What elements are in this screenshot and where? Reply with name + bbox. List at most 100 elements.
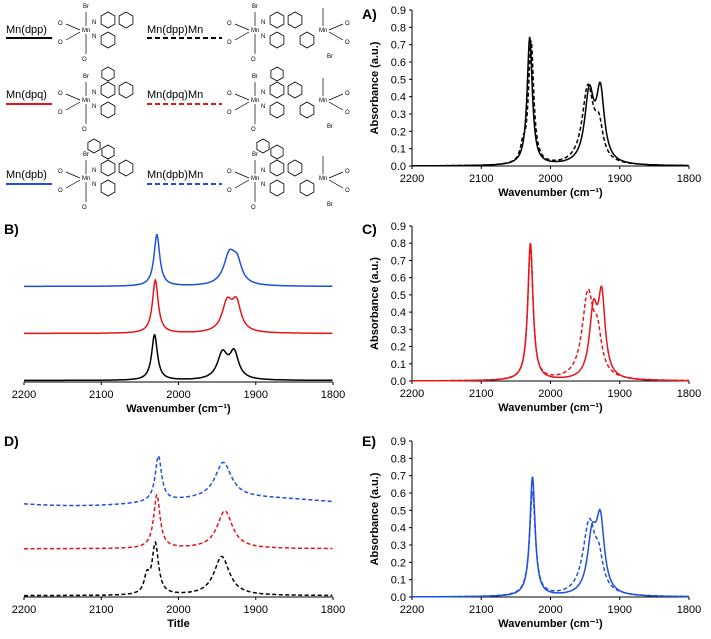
y-tick-label: 0.9 [391, 5, 406, 17]
panel-c: C) 2200 2100 2000 1900 1800 Wavenumber (cm⁻¹) 0… [362, 221, 701, 414]
y-tick-label: 0.5 [391, 505, 406, 517]
legend-label-mn-dpb: Mn(dpb) [6, 169, 47, 181]
atom-label: O [345, 40, 350, 46]
y-tick-label: 0.7 [391, 255, 406, 267]
atom-label: N [92, 182, 96, 188]
y-tick-label: 0.6 [391, 57, 406, 69]
legend-label-mn-dpp-mn: Mn(dpp)Mn [147, 24, 203, 36]
atom-label: Mn [319, 98, 327, 104]
x-tick-label: 2200 [12, 604, 36, 616]
atom-label: O [58, 40, 63, 46]
y-tick-label: 0.6 [391, 488, 406, 500]
atom-label: N [92, 34, 96, 40]
atom-label: O [251, 127, 256, 133]
x-tick-label: 1900 [244, 604, 268, 616]
series-mn-dpp-mn [412, 40, 689, 167]
y-tick-label: 0.9 [391, 436, 406, 448]
legend-entry-mn-dpb: Mn(dpb) [6, 169, 52, 185]
legend-entry-mn-dpb-mn: Mn(dpb)Mn [147, 169, 222, 185]
series-mn-dpp-mn [24, 540, 333, 597]
atom-label: N [92, 90, 96, 96]
series-mn-dpq-mn [24, 493, 333, 550]
y-tick-label: 0.1 [391, 359, 406, 371]
x-tick-label: 2100 [89, 389, 113, 401]
series-mn-dpq [24, 278, 333, 335]
atom-label: O [227, 40, 232, 46]
y-tick-label: 0.2 [391, 557, 406, 569]
atom-label: Br [252, 152, 258, 158]
atom-label: O [251, 57, 256, 63]
y-tick-label: 0.1 [391, 144, 406, 156]
y-tick-label: 0.0 [391, 592, 406, 604]
y-tick-label: 0.2 [391, 126, 406, 138]
atom-label: Br [252, 4, 258, 10]
x-tick-label: 2000 [538, 388, 562, 400]
atom-label: O [82, 57, 87, 63]
y-tick-label: 0.3 [391, 540, 406, 552]
atom-label: O [58, 169, 63, 175]
x-tick-label: 1800 [677, 604, 701, 616]
atom-label: O [58, 21, 63, 27]
atom-label: O [227, 91, 232, 97]
atom-label: Br [83, 152, 89, 158]
x-tick-label: 1800 [321, 389, 345, 401]
y-tick-label: 0.7 [391, 471, 406, 483]
legend: Mn(dpp) Mn(dpp)Mn Mn(dpq) Mn(dpq)Mn Mn(d… [6, 24, 222, 185]
atom-label: Mn [319, 28, 327, 34]
y-tick-label: 0.1 [391, 575, 406, 587]
y-tick-label: 0.6 [391, 273, 406, 285]
y-axis-label: Absorbance (a.u.) [369, 41, 381, 134]
legend-entry-mn-dpp: Mn(dpp) [6, 24, 52, 39]
atom-label: N [92, 168, 96, 174]
atom-label: O [345, 188, 350, 194]
atom-label: O [82, 127, 87, 133]
atom-label: Mn [251, 176, 259, 182]
mn-dpq-structure-icon: Mn Br O O O N N [58, 66, 134, 133]
atom-label: Br [327, 202, 333, 208]
x-tick-label: 2100 [469, 173, 493, 185]
molecular-structures: MnBrOOONNMnBrOOONNMnBrOOMnBrOOONNMnBrOOO… [58, 4, 350, 211]
y-axis-label: Absorbance (a.u.) [369, 472, 381, 565]
series-mn-dpp [412, 36, 689, 167]
y-tick-label: 0.8 [391, 238, 406, 250]
spectra-panels: A) 2200 2100 2000 1900 1800 Wavenumber (cm⁻¹) 0… [4, 5, 701, 630]
atom-label: N [261, 20, 265, 26]
y-tick-label: 0.4 [391, 307, 406, 319]
x-tick-label: 2100 [89, 604, 113, 616]
y-tick-label: 0.0 [391, 161, 406, 173]
series-mn-dpq [412, 242, 689, 382]
x-tick-label: 2200 [12, 389, 36, 401]
atom-label: Mn [251, 98, 259, 104]
atom-label: O [58, 110, 63, 116]
legend-entry-mn-dpq: Mn(dpq) [6, 89, 52, 105]
series-mn-dpb-mn [24, 454, 333, 507]
x-tick-label: 1900 [608, 173, 632, 185]
x-axis-label: Wavenumber (cm⁻¹) [126, 403, 231, 415]
x-axis-label: Wavenumber (cm⁻¹) [498, 187, 603, 199]
atom-label: O [227, 188, 232, 194]
y-tick-label: 0.4 [391, 92, 406, 104]
atom-label: Mn [251, 28, 259, 34]
atom-label: N [261, 34, 265, 40]
series-mn-dpp [24, 333, 333, 382]
atom-label: Br [327, 54, 333, 60]
x-axis-label: Title [167, 618, 189, 630]
y-tick-label: 0.3 [391, 109, 406, 121]
legend-label-mn-dpq: Mn(dpq) [6, 89, 47, 101]
panel-a: A) 2200 2100 2000 1900 1800 Wavenumber (cm⁻¹) 0… [362, 5, 701, 199]
x-tick-label: 2100 [469, 388, 493, 400]
atom-label: Mn [82, 98, 90, 104]
atom-label: O [251, 205, 256, 211]
panel-label: C) [362, 221, 377, 237]
mn-dpp-structure-icon: Mn Br O O O N N [58, 4, 134, 63]
panel-b: B) 2200 2100 2000 1900 1800 Wavenumber (cm⁻¹) [4, 221, 345, 415]
y-tick-label: 0.5 [391, 74, 406, 86]
atom-label: N [261, 168, 265, 174]
y-tick-label: 0.7 [391, 40, 406, 52]
atom-label: O [227, 110, 232, 116]
legend-entry-mn-dpq-mn: Mn(dpq)Mn [147, 89, 222, 105]
x-axis-label: Wavenumber (cm⁻¹) [498, 618, 603, 630]
panel-e: E) 2200 2100 2000 1900 1800 Wavenumber (cm⁻¹) 0… [362, 433, 701, 630]
atom-label: N [92, 104, 96, 110]
